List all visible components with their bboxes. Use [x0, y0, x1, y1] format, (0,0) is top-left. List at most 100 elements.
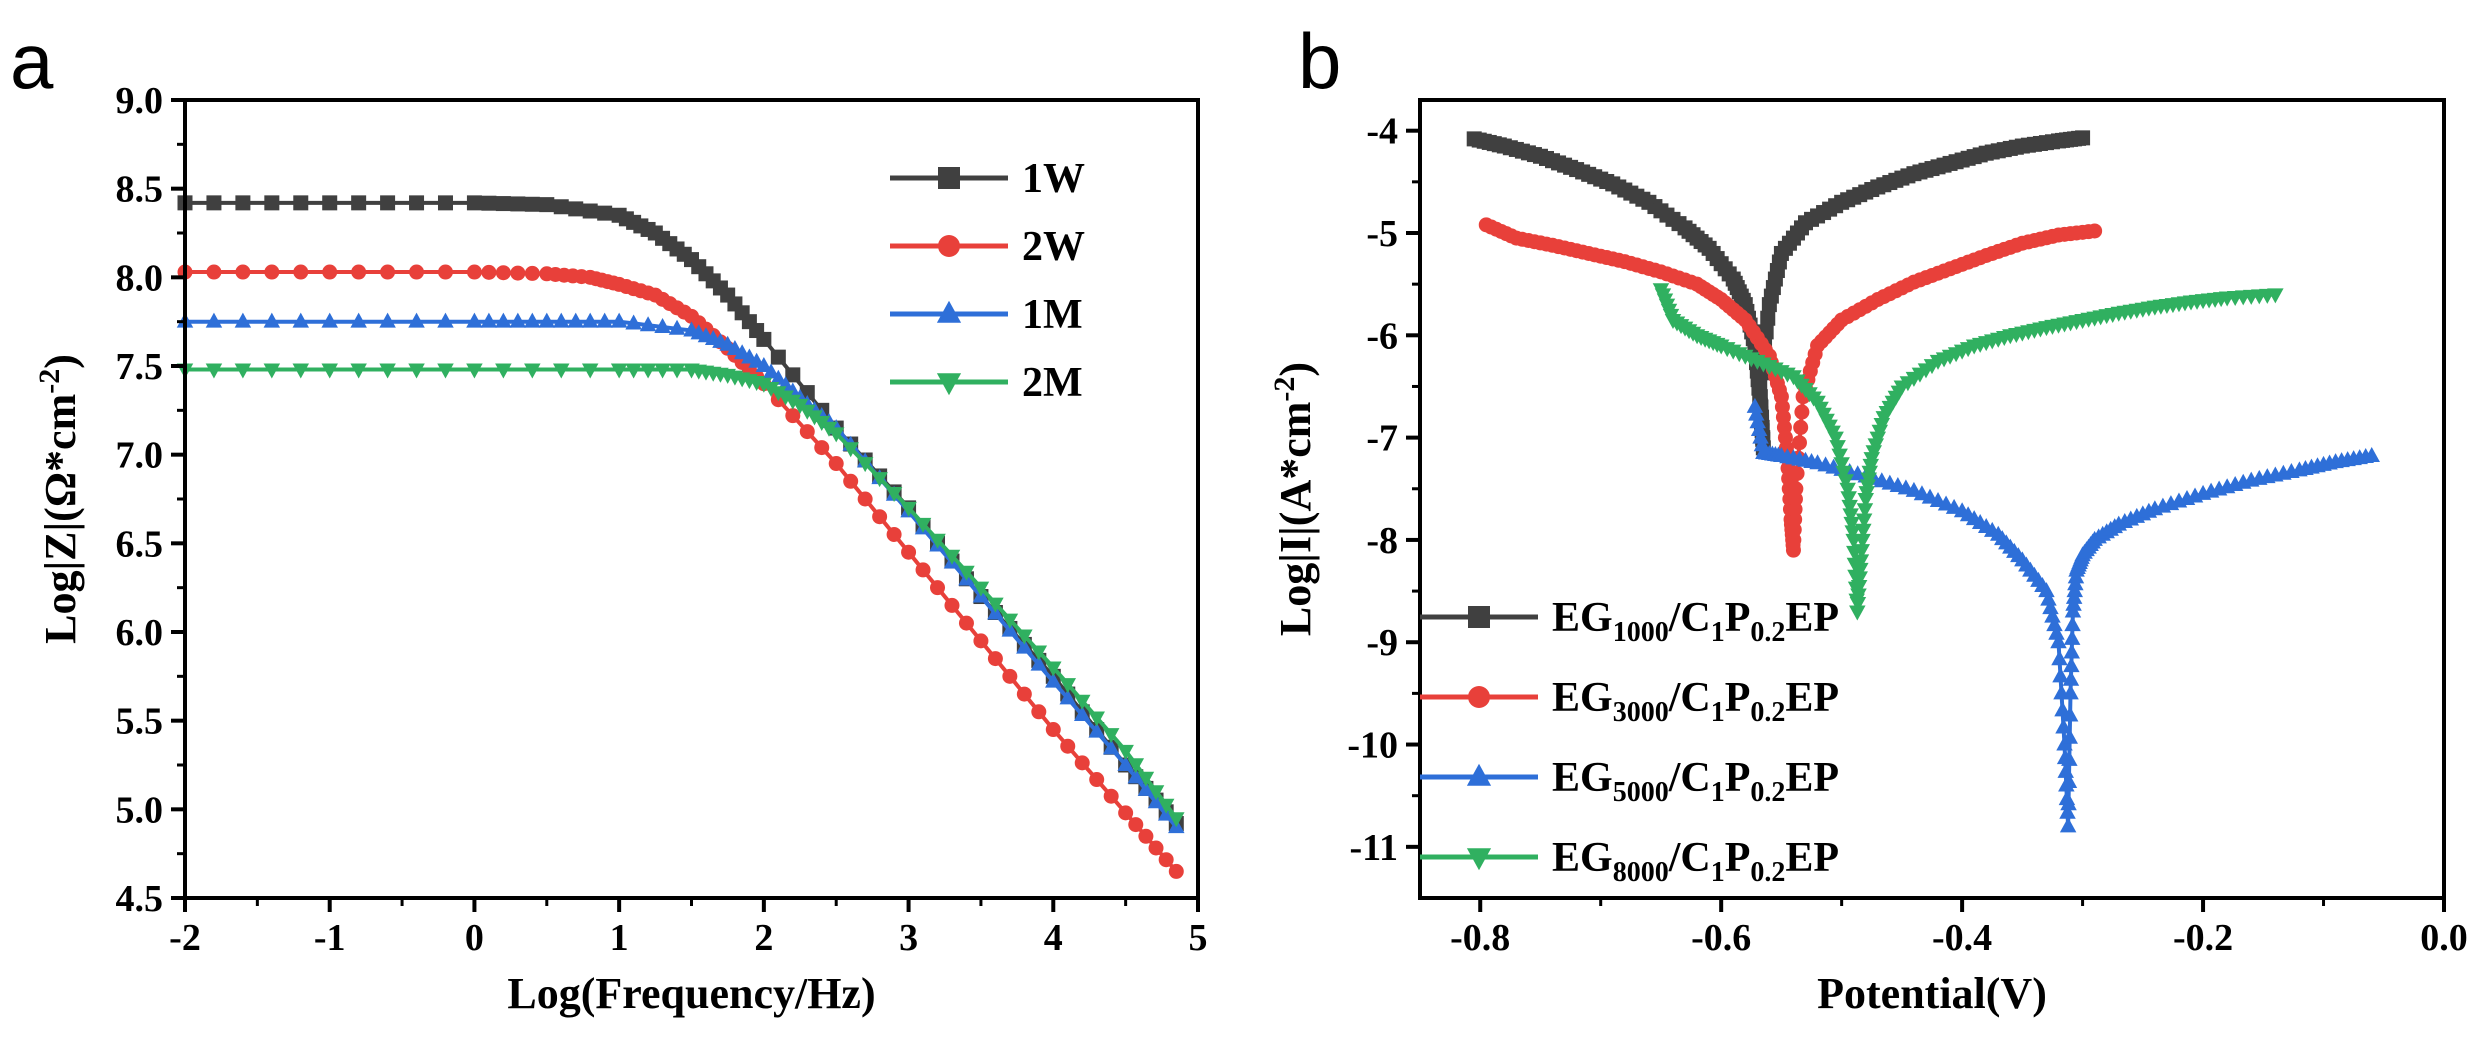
x-tick-label: -2 [169, 917, 201, 959]
data-point [2055, 718, 2072, 734]
data-point [2062, 684, 2079, 700]
y-tick-label: 5.5 [116, 701, 164, 743]
data-point [668, 319, 686, 335]
legend-label-sub: 0.2 [1750, 777, 1785, 808]
data-point [1856, 503, 1874, 519]
data-point [351, 195, 367, 211]
data-point [293, 195, 309, 211]
legend-label-part: P [1725, 835, 1751, 881]
data-point [1752, 428, 1769, 444]
data-point [234, 363, 252, 379]
data-point [842, 442, 859, 458]
legend-label-part: P [1725, 755, 1751, 801]
data-point [1829, 440, 1846, 456]
data-point [1103, 788, 1119, 804]
data-point [2050, 633, 2067, 649]
data-point [1138, 828, 1154, 844]
plot-frame [1418, 98, 2446, 900]
data-point [2046, 616, 2063, 632]
data-point [524, 265, 540, 281]
data-point [914, 517, 932, 533]
x-tick-label: -1 [314, 917, 346, 959]
data-point [900, 501, 917, 517]
y-axis-title-superscript: -2 [1268, 377, 1301, 402]
data-point [2054, 701, 2071, 717]
data-point [770, 369, 787, 385]
data-point [510, 265, 526, 281]
legend-marker-2 [936, 300, 962, 323]
y-tick-label: -10 [1347, 725, 1398, 767]
y-tick-label: -9 [1366, 622, 1398, 664]
data-point [1831, 448, 1848, 464]
y-tick-label: -4 [1366, 111, 1398, 153]
data-point [495, 312, 512, 328]
data-point [987, 651, 1003, 667]
data-point [408, 312, 425, 328]
data-point [408, 363, 425, 379]
data-point [2087, 223, 2103, 239]
data-point [2040, 590, 2057, 606]
y-axis-title-end: ) [1271, 362, 1320, 377]
panel-letter-a: a [10, 17, 54, 105]
data-point [1833, 457, 1850, 473]
data-point [2075, 130, 2091, 146]
legend-label-0: EG1000/C1P0.2EP [1552, 595, 1839, 648]
data-point [2038, 582, 2055, 598]
data-point [625, 314, 642, 330]
legend-marker-3 [1466, 848, 1492, 871]
x-tick-label: 4 [1044, 917, 1063, 959]
legend-label-3: EG8000/C1P0.2EP [1552, 835, 1839, 888]
x-tick-label: 2 [754, 917, 773, 959]
data-point [639, 363, 657, 379]
data-point [1862, 458, 1880, 474]
data-point [1118, 805, 1134, 821]
data-point [379, 363, 396, 379]
data-point [1844, 525, 1861, 541]
legend-label-sub: 5000 [1613, 777, 1669, 808]
data-point [1859, 479, 1876, 495]
data-point [234, 312, 252, 328]
data-point [1117, 756, 1134, 771]
y-tick-label: 4.5 [116, 878, 164, 920]
y-axis-title-main: Log|Z|(Ω*cm [36, 394, 85, 644]
data-point [553, 199, 569, 215]
data-point [1088, 711, 1105, 727]
legend-label-2: EG5000/C1P0.2EP [1552, 755, 1839, 808]
chart-panel-a: -2 -1 0 1 2 3 4 5 4.5 5.0 5.5 6.0 6.5 7.0 7.5 8.0 8.5 9.0… [33, 80, 1208, 1018]
legend-label-0: 1W [1022, 156, 1085, 202]
data-point [958, 615, 974, 631]
data-point [1073, 705, 1091, 721]
data-point [1137, 780, 1155, 796]
legend-label-part: EP [1785, 835, 1839, 881]
data-point [481, 264, 497, 280]
data-point [481, 195, 497, 211]
data-point [581, 312, 599, 328]
legend-label-part: /C [1668, 835, 1711, 881]
data-point [495, 196, 511, 212]
data-point [1045, 722, 1061, 738]
data-point [2063, 643, 2080, 659]
data-point [958, 565, 975, 581]
data-point [1157, 798, 1175, 814]
data-point [321, 363, 338, 379]
y-axis-title: Log|I|(A*cm-2) [1268, 362, 1320, 636]
data-point [351, 264, 367, 280]
data-point [668, 363, 686, 379]
data-point [1127, 758, 1145, 774]
x-axis-title: Log(Frequency/Hz) [507, 969, 875, 1018]
data-point [1840, 491, 1857, 507]
data-point [263, 312, 281, 328]
data-point [828, 456, 844, 472]
y-tick-label: 8.5 [116, 169, 164, 211]
x-tick-label: -0.4 [1932, 917, 1992, 959]
data-point [1128, 817, 1144, 833]
data-point [1030, 645, 1048, 661]
data-point [409, 264, 425, 280]
x-tick-label: 3 [899, 917, 918, 959]
plot-frame [183, 98, 1200, 900]
data-point [2057, 762, 2074, 778]
legend-marker-0 [938, 167, 960, 189]
data-point [539, 197, 555, 213]
data-point [2061, 728, 2078, 744]
